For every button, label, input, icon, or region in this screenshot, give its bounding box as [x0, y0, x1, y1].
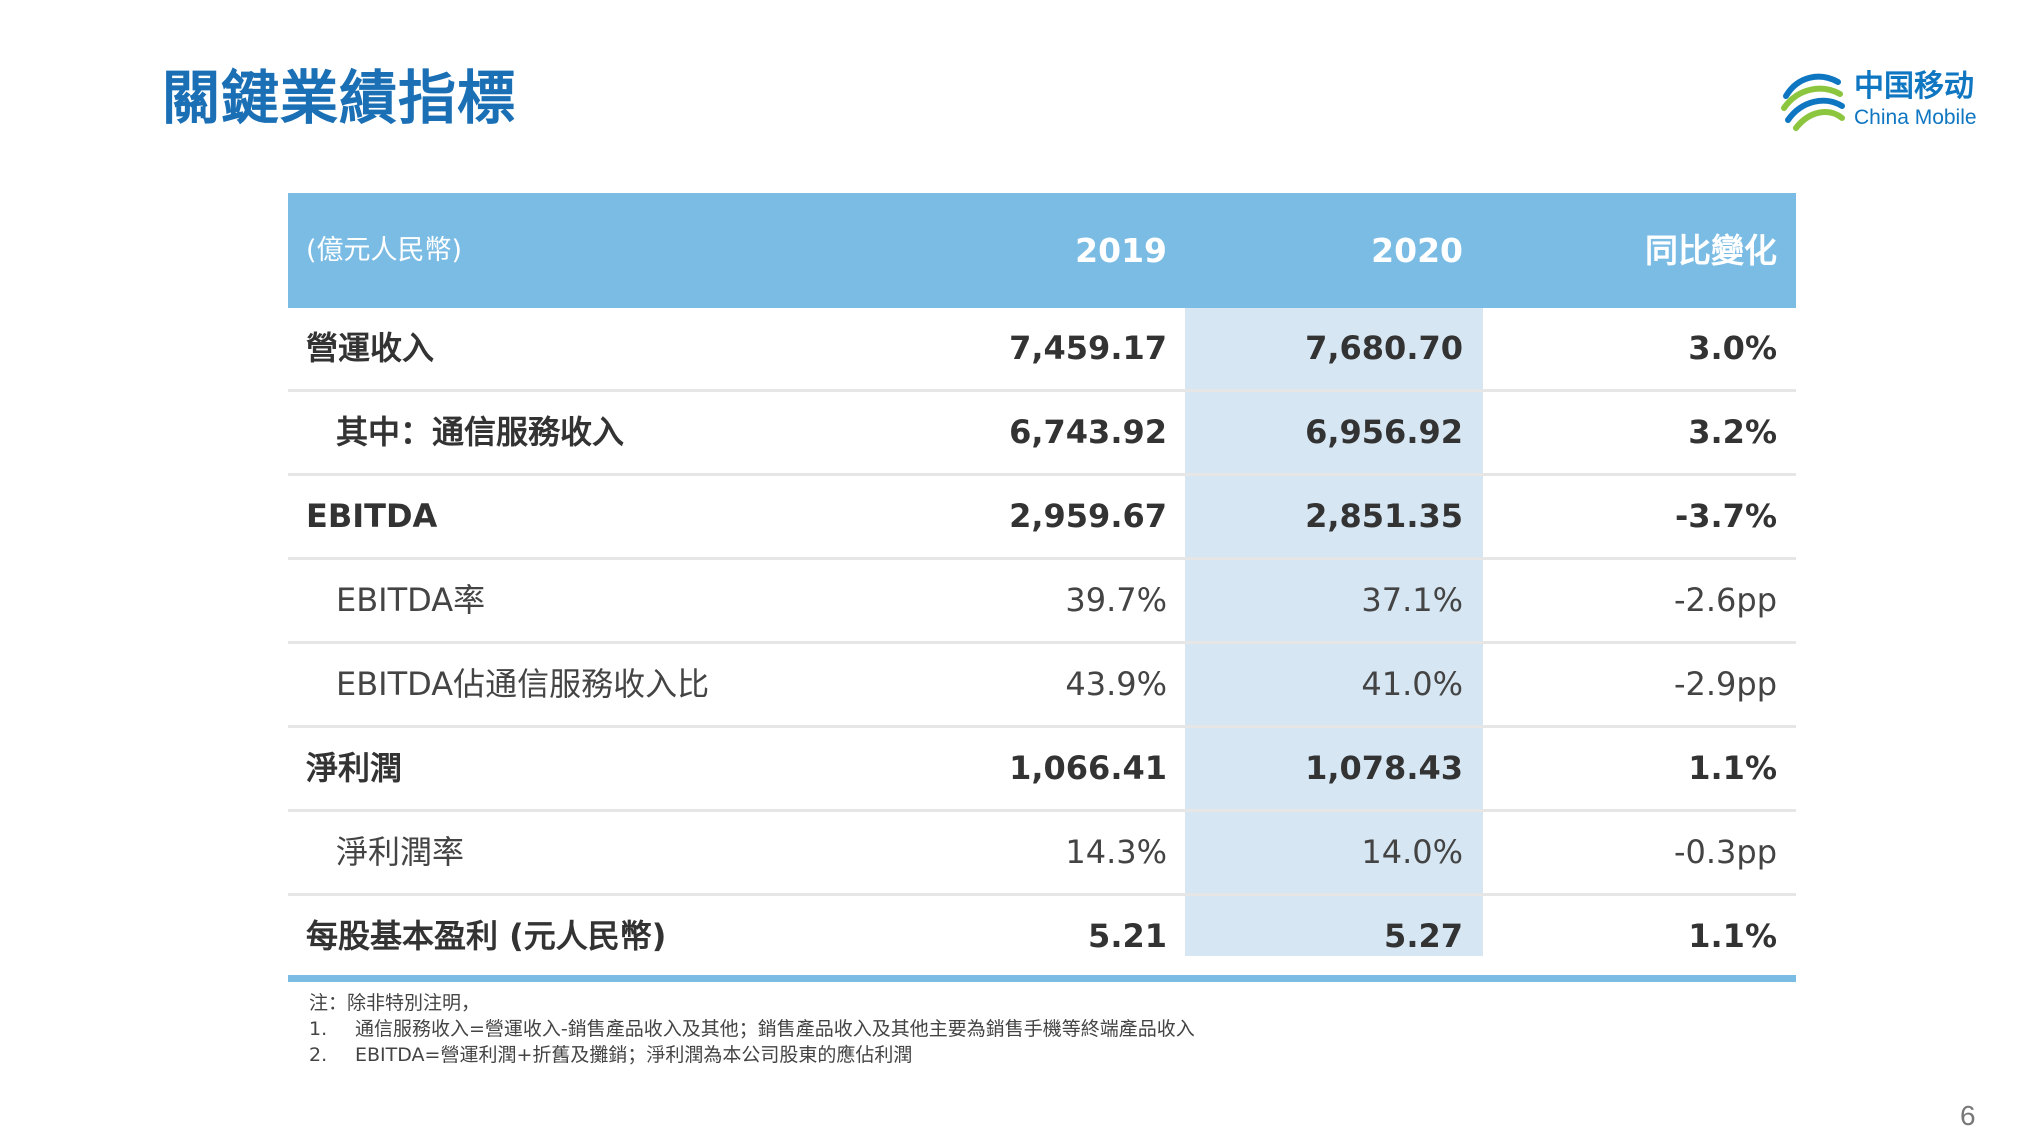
header-2019: 2019	[1075, 231, 1167, 270]
value-2020: 7,680.70	[1305, 329, 1463, 367]
footnote-item: 2. EBITDA=營運利潤+折舊及攤銷；淨利潤為本公司股東的應佔利潤	[309, 1042, 1195, 1068]
value-2020: 41.0%	[1361, 665, 1463, 703]
value-2019: 2,959.67	[1009, 497, 1167, 535]
highlight-column-2020	[1185, 308, 1483, 956]
header-2020: 2020	[1371, 231, 1463, 270]
row-label: 淨利潤	[306, 749, 403, 787]
value-2019: 14.3%	[1065, 833, 1167, 871]
value-2019: 5.21	[1088, 917, 1167, 955]
row-label: 每股基本盈利 (元人民幣)	[306, 917, 667, 955]
footnote-item: 1. 通信服務收入=營運收入-銷售產品收入及其他；銷售產品收入及其他主要為銷售手機…	[309, 1016, 1195, 1042]
footnote-index: 2.	[309, 1044, 328, 1066]
row-label: 其中：通信服務收入	[336, 413, 625, 451]
value-yoy: 1.1%	[1688, 917, 1777, 955]
table-row: 營運收入 7,459.17 7,680.70 3.0%	[288, 308, 1796, 392]
footnotes: 注：除非特別注明， 1. 通信服務收入=營運收入-銷售產品收入及其他；銷售產品收入…	[309, 990, 1195, 1068]
value-yoy: -2.9pp	[1673, 665, 1777, 703]
table-row: EBITDA 2,959.67 2,851.35 -3.7%	[288, 476, 1796, 560]
china-mobile-logo-icon	[1781, 73, 1845, 131]
value-2020: 5.27	[1384, 917, 1463, 955]
table-row: 淨利潤 1,066.41 1,078.43 1.1%	[288, 728, 1796, 812]
value-yoy: -0.3pp	[1673, 833, 1777, 871]
page-number: 6	[1960, 1100, 1976, 1131]
table-row: 其中：通信服務收入 6,743.92 6,956.92 3.2%	[288, 392, 1796, 476]
logo-text-en: China Mobile	[1854, 106, 1977, 129]
page-title: 關鍵業績指標	[162, 64, 517, 132]
footnote-index: 1.	[309, 1018, 328, 1040]
header-yoy: 同比變化	[1645, 231, 1777, 270]
table-header: (億元人民幣) 2019 2020 同比變化	[288, 193, 1796, 308]
footnote-intro: 注：除非特別注明，	[309, 992, 481, 1014]
value-yoy: 3.2%	[1688, 413, 1777, 451]
value-2020: 14.0%	[1361, 833, 1463, 871]
china-mobile-logo: 中国移动 China Mobile	[1780, 66, 1990, 138]
value-yoy: -2.6pp	[1673, 581, 1777, 619]
value-yoy: 3.0%	[1688, 329, 1777, 367]
footnote-text: EBITDA=營運利潤+折舊及攤銷；淨利潤為本公司股東的應佔利潤	[355, 1044, 913, 1066]
row-label: EBITDA	[306, 497, 438, 535]
value-2020: 2,851.35	[1305, 497, 1463, 535]
value-2019: 6,743.92	[1009, 413, 1167, 451]
unit-label: (億元人民幣)	[306, 235, 463, 266]
footnote-text: 通信服務收入=營運收入-銷售產品收入及其他；銷售產品收入及其他主要為銷售手機等終…	[355, 1018, 1195, 1040]
logo-text-cn: 中国移动	[1854, 69, 1974, 104]
value-2019: 43.9%	[1065, 665, 1167, 703]
value-2020: 37.1%	[1361, 581, 1463, 619]
row-label: 營運收入	[306, 329, 435, 367]
value-2020: 6,956.92	[1305, 413, 1463, 451]
kpi-table: (億元人民幣) 2019 2020 同比變化 營運收入 7,459.17 7,6…	[288, 193, 1796, 982]
row-label: EBITDA率	[336, 581, 486, 619]
table-row: 每股基本盈利 (元人民幣) 5.21 5.27 1.1%	[288, 896, 1796, 982]
value-2020: 1,078.43	[1305, 749, 1463, 787]
value-2019: 1,066.41	[1009, 749, 1167, 787]
row-label: 淨利潤率	[336, 833, 465, 871]
value-yoy: 1.1%	[1688, 749, 1777, 787]
value-2019: 39.7%	[1065, 581, 1167, 619]
table-row: EBITDA佔通信服務收入比 43.9% 41.0% -2.9pp	[288, 644, 1796, 728]
value-2019: 7,459.17	[1009, 329, 1167, 367]
table-row: EBITDA率 39.7% 37.1% -2.6pp	[288, 560, 1796, 644]
table-row: 淨利潤率 14.3% 14.0% -0.3pp	[288, 812, 1796, 896]
row-label: EBITDA佔通信服務收入比	[336, 665, 710, 703]
value-yoy: -3.7%	[1674, 497, 1777, 535]
